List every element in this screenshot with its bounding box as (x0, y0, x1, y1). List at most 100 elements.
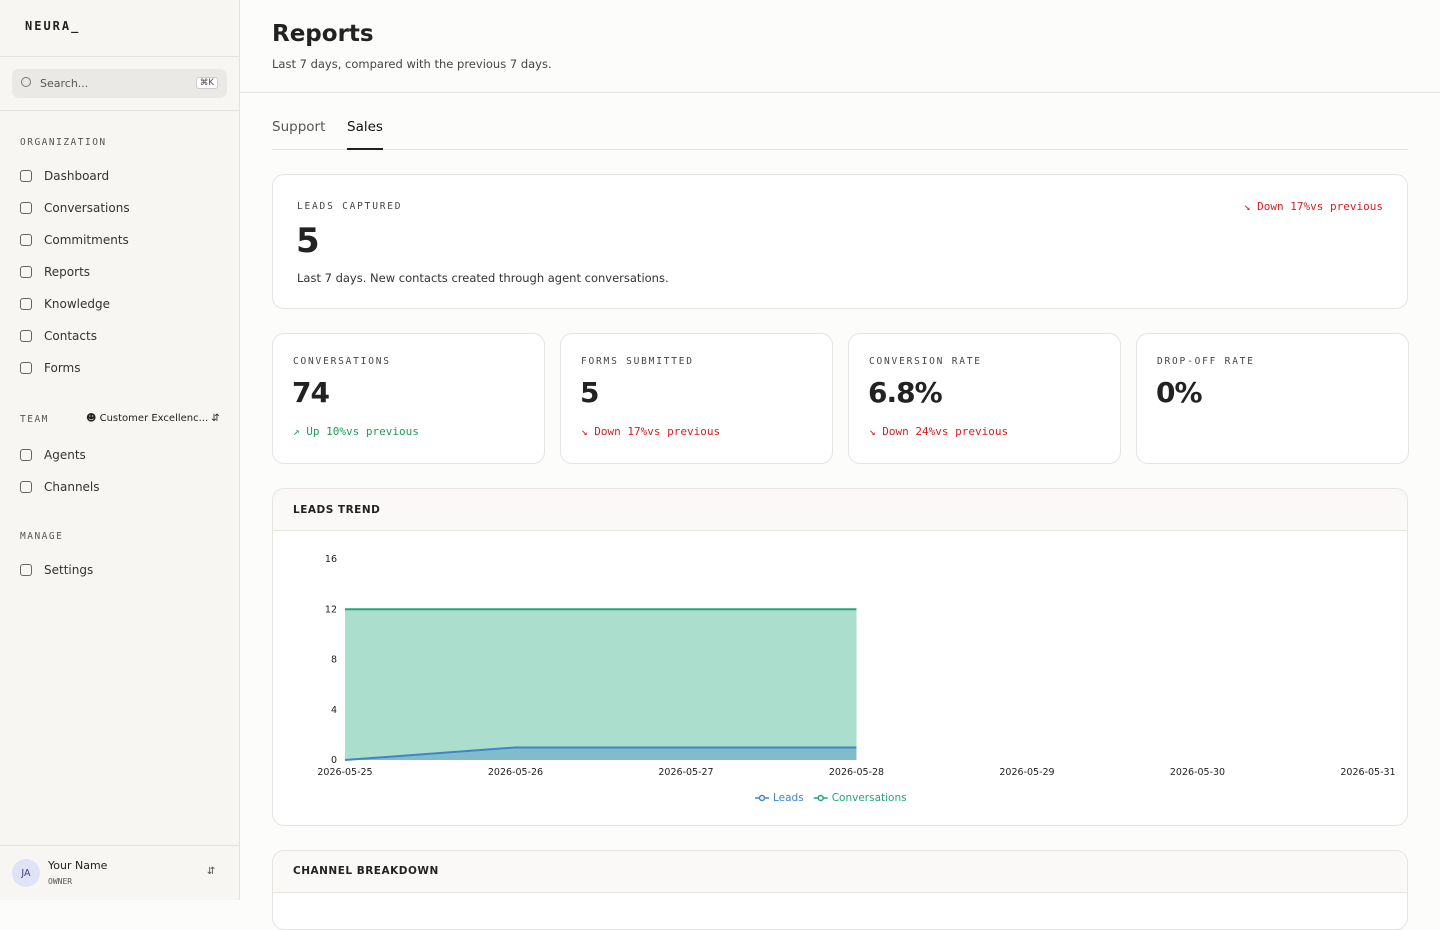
user-menu[interactable]: ⇵ (207, 866, 216, 877)
chart-card: LEADS TREND 0 4 8 12 16 2026-05-25 2026-05-26 2… (272, 488, 1408, 826)
metric-value: 74 (292, 376, 330, 409)
section-heading: ORGANIZATION (20, 137, 107, 148)
divider (0, 845, 239, 846)
trend-compare: vs previous (935, 425, 1009, 438)
nav-item[interactable]: Reports (0, 256, 239, 288)
x-tick-label: 2026-05-25 (317, 767, 372, 778)
trend-compare: vs previous (647, 425, 721, 438)
search[interactable]: Search... ⌘K (12, 69, 227, 98)
legend-dot (758, 794, 766, 802)
legend-label: Leads (773, 792, 804, 804)
nav-item[interactable]: Settings (0, 554, 239, 586)
nav-icon (20, 481, 32, 493)
nav-item[interactable]: Dashboard (0, 160, 239, 192)
trend-compare: vs previous (346, 425, 419, 438)
card-title: CHANNEL BREAKDOWN (273, 851, 1407, 893)
section-heading: TEAM (20, 414, 49, 425)
nav-icon (20, 362, 32, 374)
nav-item[interactable]: Conversations (0, 192, 239, 224)
nav-label: Conversations (44, 201, 130, 215)
metric-note: Last 7 days. New contacts created throug… (297, 271, 669, 285)
trend: ↗ Up 10%vs previous (293, 425, 419, 438)
nav-icon (20, 330, 32, 342)
x-tick-label: 2026-05-31 (1340, 767, 1395, 778)
trend: ↘ Down 24%vs previous (869, 425, 1009, 438)
y-tick-label: 4 (331, 705, 337, 716)
metric-value: 5 (580, 376, 600, 409)
nav-label: Agents (44, 448, 86, 462)
nav-icon (20, 202, 32, 214)
nav-icon (20, 170, 32, 182)
sidebar: NEURA_ Search... ⌘K ORGANIZATION Dashboa… (0, 0, 240, 900)
trend-text: Down 17% (594, 425, 648, 438)
nav-label: Knowledge (44, 297, 110, 311)
tab[interactable]: Support (272, 119, 326, 135)
nav-label: Settings (44, 563, 94, 577)
shortcut: ⌘K (195, 77, 218, 89)
breakdown-card: CHANNEL BREAKDOWN (272, 850, 1408, 930)
nav-icon (20, 564, 32, 576)
nav-item[interactable]: Contacts (0, 320, 239, 352)
line (344, 746, 857, 761)
user-name: Your Name (48, 859, 108, 872)
divider (240, 92, 1440, 93)
nav-item[interactable]: Channels (0, 471, 239, 503)
trend: ↘ Down 17%vs previous (581, 425, 721, 438)
team-selector[interactable]: ☻ Customer Excellenc... ⇵ (86, 413, 220, 424)
nav-icon (20, 234, 32, 246)
nav-item[interactable]: Commitments (0, 224, 239, 256)
metric-label: CONVERSION RATE (869, 356, 982, 367)
divider (0, 56, 239, 57)
nav-icon (20, 449, 32, 461)
nav-label: Reports (44, 265, 91, 279)
nav-label: Forms (44, 361, 81, 375)
x-tick-label: 2026-05-28 (829, 767, 884, 778)
search-icon (21, 77, 31, 87)
y-tick-label: 12 (325, 604, 337, 615)
metric-value: 6.8% (868, 376, 943, 409)
metric-label: DROP-OFF RATE (1157, 356, 1255, 367)
team-name: Customer Excellenc... (99, 413, 209, 424)
chart-title: LEADS TREND (273, 489, 1407, 531)
stat-card: CONVERSATIONS 74 ↗ Up 10%vs previous (272, 333, 545, 464)
search-placeholder: Search... (40, 77, 89, 90)
metric-value: 5 (296, 221, 320, 261)
nav-list: Agents Channels (0, 439, 239, 503)
nav-label: Channels (44, 480, 100, 494)
x-tick-label: 2026-05-27 (658, 767, 713, 778)
nav-list: Settings (0, 554, 239, 586)
nav-label: Commitments (44, 233, 129, 247)
nav-item[interactable]: Knowledge (0, 288, 239, 320)
nav-item[interactable]: Agents (0, 439, 239, 471)
stat-card: FORMS SUBMITTED 5 ↘ Down 17%vs previous (560, 333, 833, 464)
stat-card: DROP-OFF RATE 0% (1136, 333, 1409, 464)
metric-value: 0% (1156, 376, 1203, 409)
area (345, 609, 857, 760)
trend-text: Down 17% (1257, 200, 1311, 213)
nav-label: Contacts (44, 329, 97, 343)
y-tick-label: 16 (325, 554, 337, 565)
page-subtitle: Last 7 days, compared with the previous … (272, 57, 552, 71)
x-tick-label: 2026-05-30 (1170, 767, 1225, 778)
nav-icon (20, 266, 32, 278)
tab-active[interactable]: Sales (347, 119, 383, 150)
legend-dot (817, 794, 824, 802)
legend-label: Conversations (832, 792, 907, 804)
divider (0, 110, 239, 111)
x-tick-label: 2026-05-26 (488, 767, 543, 778)
hero-card: LEADS CAPTURED 5 Last 7 days. New contac… (272, 174, 1408, 309)
section-heading: MANAGE (20, 531, 64, 542)
brand: NEURA_ (25, 19, 81, 33)
metric-label: FORMS SUBMITTED (581, 356, 694, 367)
trend-compare: vs previous (1310, 200, 1383, 213)
stat-card: CONVERSION RATE 6.8% ↘ Down 24%vs previous (848, 333, 1121, 464)
metric-label: LEADS CAPTURED (297, 201, 403, 212)
y-tick-label: 0 (331, 755, 337, 766)
nav-item[interactable]: Forms (0, 352, 239, 384)
trend: ↘ Down 17%vs previous (1243, 200, 1383, 213)
trend-text: Up 10% (306, 425, 346, 438)
nav-label: Dashboard (44, 169, 110, 183)
chart: 0 4 8 12 16 2026-05-25 2026-05-26 2026-05-27 202… (317, 554, 1395, 804)
x-tick-label: 2026-05-29 (999, 767, 1054, 778)
